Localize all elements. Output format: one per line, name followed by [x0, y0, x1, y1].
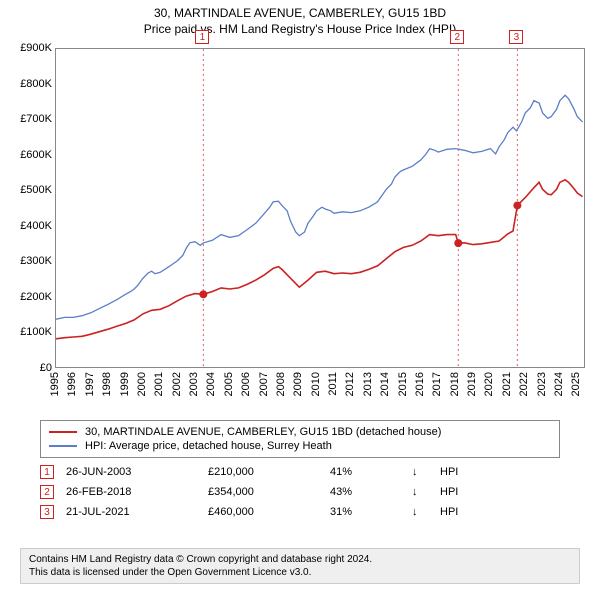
x-tick-label: 2024 — [553, 372, 565, 396]
legend-label: 30, MARTINDALE AVENUE, CAMBERLEY, GU15 1… — [85, 426, 441, 438]
x-tick-label: 2012 — [344, 372, 356, 396]
sale-marker-badge: 1 — [195, 30, 209, 44]
sale-vs: HPI — [440, 506, 458, 518]
footer-line2: This data is licensed under the Open Gov… — [29, 566, 571, 579]
y-tick-label: £0 — [2, 362, 52, 374]
legend-swatch-icon — [49, 445, 77, 447]
sale-vs: HPI — [440, 466, 458, 478]
down-arrow-icon: ↓ — [412, 486, 428, 498]
x-tick-label: 1999 — [119, 372, 131, 396]
x-tick-label: 2019 — [466, 372, 478, 396]
attribution-footer: Contains HM Land Registry data © Crown c… — [20, 548, 580, 584]
x-tick-label: 2023 — [536, 372, 548, 396]
y-tick-label: £400K — [2, 220, 52, 232]
x-tick-label: 2013 — [362, 372, 374, 396]
down-arrow-icon: ↓ — [412, 466, 428, 478]
x-tick-label: 2017 — [431, 372, 443, 396]
table-row: 3 21-JUL-2021 £460,000 31% ↓ HPI — [40, 502, 560, 522]
legend-item: HPI: Average price, detached house, Surr… — [49, 439, 551, 453]
x-tick-label: 2015 — [397, 372, 409, 396]
x-tick-label: 2006 — [240, 372, 252, 396]
sale-marker-badge: 3 — [509, 30, 523, 44]
y-tick-label: £300K — [2, 255, 52, 267]
sale-pct: 41% — [330, 466, 400, 478]
y-tick-label: £200K — [2, 291, 52, 303]
sale-date: 26-JUN-2003 — [66, 466, 196, 478]
sales-table: 1 26-JUN-2003 £210,000 41% ↓ HPI 2 26-FE… — [40, 462, 560, 522]
legend-swatch-icon — [49, 431, 77, 433]
x-tick-label: 2002 — [171, 372, 183, 396]
x-tick-label: 2014 — [379, 372, 391, 396]
chart-container: 30, MARTINDALE AVENUE, CAMBERLEY, GU15 1… — [0, 0, 600, 590]
x-tick-label: 1997 — [84, 372, 96, 396]
x-tick-label: 2009 — [292, 372, 304, 396]
chart-title-line1: 30, MARTINDALE AVENUE, CAMBERLEY, GU15 1… — [0, 6, 600, 20]
sale-marker-icon: 2 — [40, 485, 54, 499]
y-tick-label: £500K — [2, 184, 52, 196]
footer-line1: Contains HM Land Registry data © Crown c… — [29, 553, 571, 566]
legend: 30, MARTINDALE AVENUE, CAMBERLEY, GU15 1… — [40, 420, 560, 458]
x-tick-label: 2007 — [258, 372, 270, 396]
x-tick-label: 2008 — [275, 372, 287, 396]
down-arrow-icon: ↓ — [412, 506, 428, 518]
sale-price: £354,000 — [208, 486, 318, 498]
sale-price: £210,000 — [208, 466, 318, 478]
x-tick-label: 2003 — [188, 372, 200, 396]
x-tick-label: 2021 — [501, 372, 513, 396]
x-tick-label: 2010 — [310, 372, 322, 396]
plot-area — [55, 48, 585, 368]
x-tick-label: 2011 — [327, 372, 339, 396]
x-tick-label: 2004 — [205, 372, 217, 396]
legend-label: HPI: Average price, detached house, Surr… — [85, 440, 332, 452]
y-tick-label: £100K — [2, 326, 52, 338]
y-tick-label: £800K — [2, 78, 52, 90]
sale-pct: 43% — [330, 486, 400, 498]
x-tick-label: 2001 — [153, 372, 165, 396]
sale-pct: 31% — [330, 506, 400, 518]
x-tick-label: 2000 — [136, 372, 148, 396]
x-tick-label: 2022 — [518, 372, 530, 396]
x-tick-label: 2018 — [449, 372, 461, 396]
sale-marker-icon: 1 — [40, 465, 54, 479]
x-tick-label: 2025 — [570, 372, 582, 396]
x-tick-label: 2005 — [223, 372, 235, 396]
sale-price: £460,000 — [208, 506, 318, 518]
sale-marker-badge: 2 — [450, 30, 464, 44]
sale-marker-icon: 3 — [40, 505, 54, 519]
sale-date: 26-FEB-2018 — [66, 486, 196, 498]
plot-svg — [56, 49, 586, 369]
sale-date: 21-JUL-2021 — [66, 506, 196, 518]
x-tick-label: 1998 — [101, 372, 113, 396]
sale-vs: HPI — [440, 486, 458, 498]
y-tick-label: £700K — [2, 113, 52, 125]
table-row: 2 26-FEB-2018 £354,000 43% ↓ HPI — [40, 482, 560, 502]
x-tick-label: 1996 — [66, 372, 78, 396]
y-tick-label: £900K — [2, 42, 52, 54]
x-tick-label: 2016 — [414, 372, 426, 396]
y-tick-label: £600K — [2, 149, 52, 161]
legend-item: 30, MARTINDALE AVENUE, CAMBERLEY, GU15 1… — [49, 425, 551, 439]
table-row: 1 26-JUN-2003 £210,000 41% ↓ HPI — [40, 462, 560, 482]
x-tick-label: 1995 — [49, 372, 61, 396]
x-tick-label: 2020 — [483, 372, 495, 396]
